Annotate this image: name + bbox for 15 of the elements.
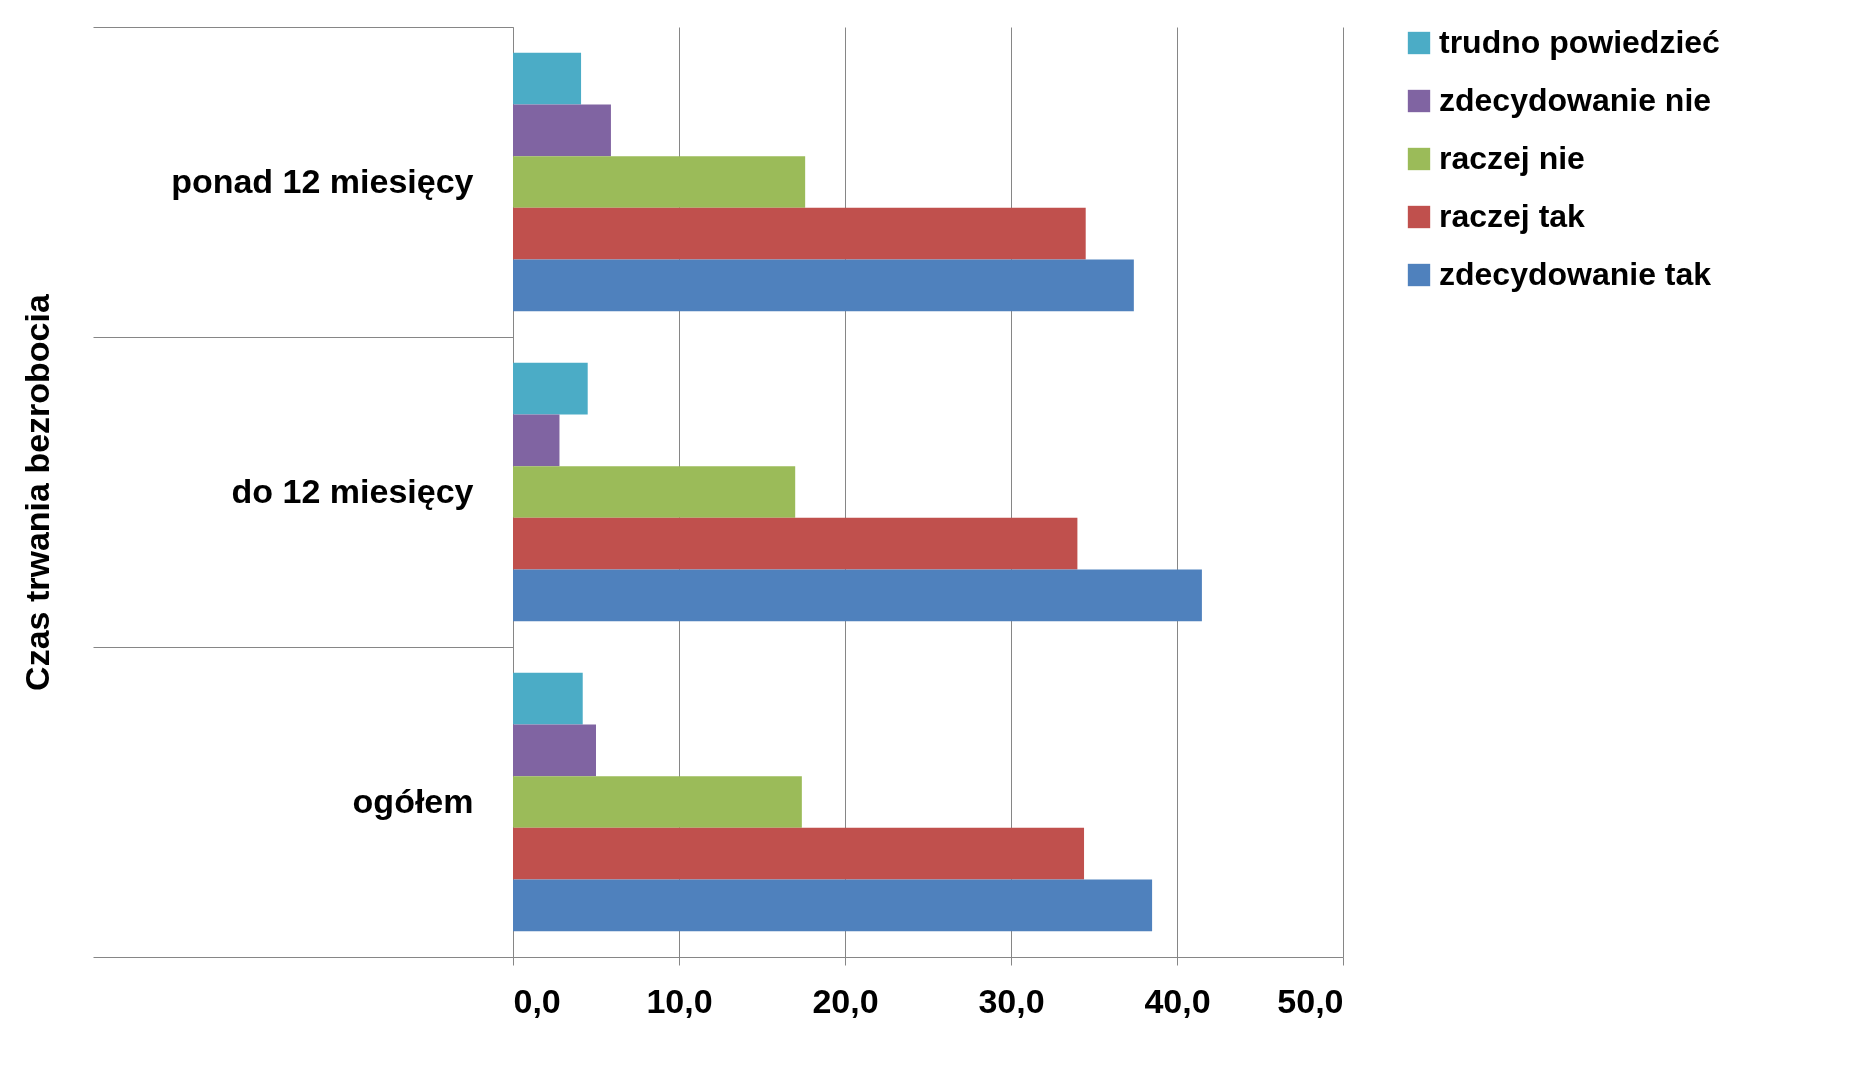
legend-label: zdecydowanie tak (1439, 256, 1712, 292)
legend-label: trudno powiedzieć (1439, 24, 1720, 60)
legend-label: raczej nie (1439, 140, 1585, 176)
y-tick-label: ponad 12 miesięcy (171, 161, 474, 200)
x-tick-label: 30,0 (978, 981, 1045, 1020)
y-tick-label: do 12 miesięcy (231, 471, 474, 510)
y-tick-label: ogółem (352, 781, 474, 820)
legend-label: zdecydowanie nie (1439, 82, 1712, 118)
x-tick-label: 0,0 (513, 981, 561, 1020)
x-tick-label: 20,0 (812, 981, 879, 1020)
legend-label: raczej tak (1439, 198, 1586, 234)
y-axis-title: Czas trwania bezrobocia (17, 293, 56, 691)
x-tick-label: 40,0 (1144, 981, 1211, 1020)
x-tick-label: 50,0 (1277, 981, 1344, 1020)
x-tick-label: 10,0 (646, 981, 713, 1020)
